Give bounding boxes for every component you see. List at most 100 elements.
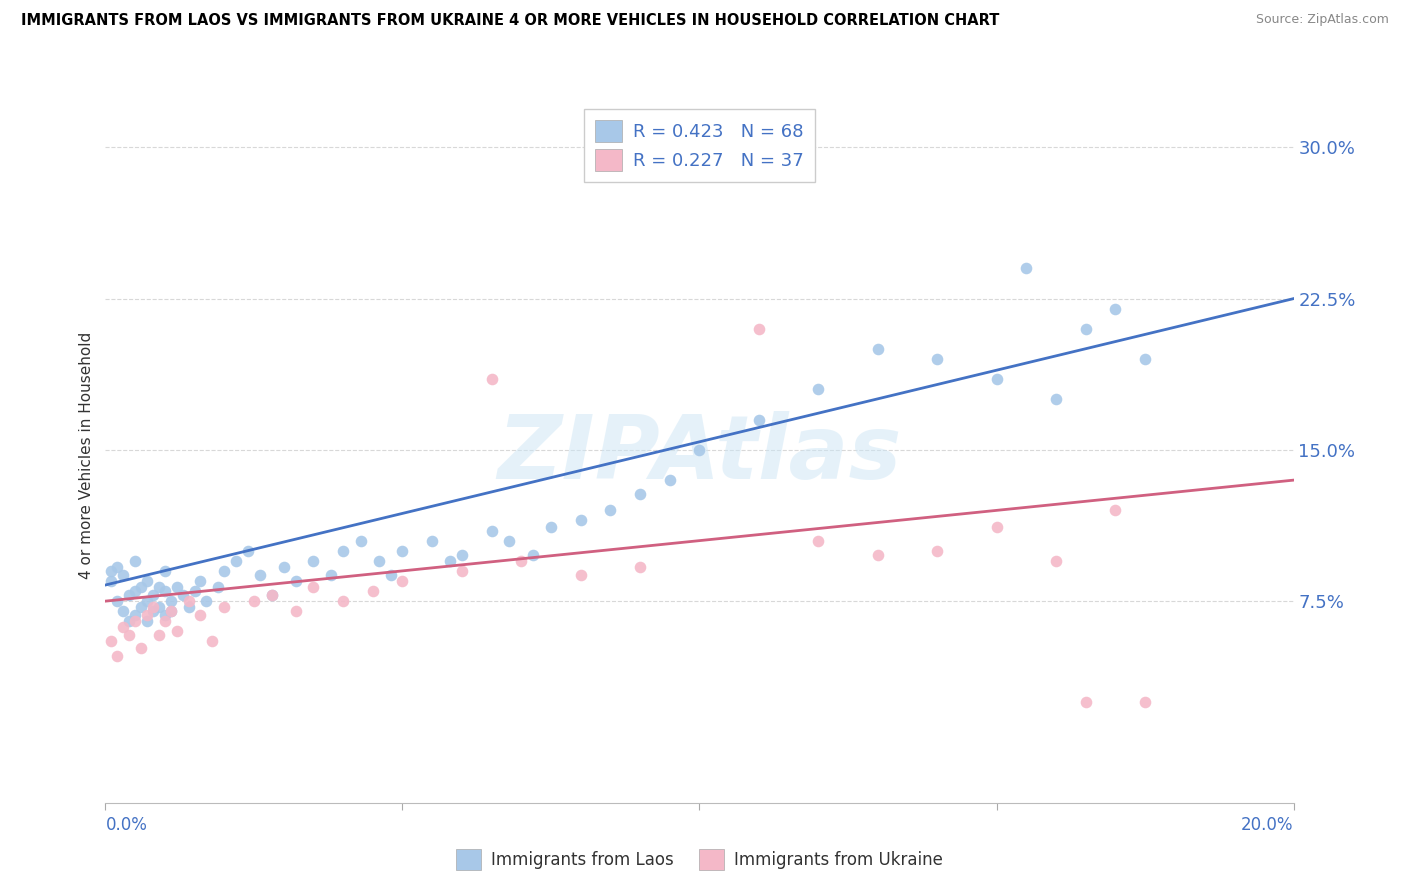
Point: [159, 604, 181, 618]
Point: [177, 594, 200, 608]
Legend: Immigrants from Laos, Immigrants from Ukraine: Immigrants from Laos, Immigrants from Uk…: [449, 841, 950, 878]
Point: [986, 519, 1008, 533]
Point: [214, 600, 236, 615]
Point: [243, 594, 266, 608]
Point: [142, 588, 165, 602]
Point: [142, 604, 165, 618]
Point: [689, 442, 711, 457]
Point: [866, 548, 889, 562]
Point: [190, 574, 212, 588]
Point: [129, 640, 152, 655]
Point: [628, 559, 651, 574]
Text: IMMIGRANTS FROM LAOS VS IMMIGRANTS FROM UKRAINE 4 OR MORE VEHICLES IN HOUSEHOLD : IMMIGRANTS FROM LAOS VS IMMIGRANTS FROM …: [21, 13, 1000, 29]
Point: [866, 342, 889, 356]
Point: [124, 608, 146, 623]
Point: [214, 564, 236, 578]
Point: [195, 594, 218, 608]
Point: [807, 533, 830, 548]
Point: [510, 554, 533, 568]
Point: [105, 594, 128, 608]
Point: [260, 588, 283, 602]
Point: [100, 634, 122, 648]
Point: [481, 524, 503, 538]
Point: [569, 513, 592, 527]
Point: [249, 568, 271, 582]
Point: [350, 533, 373, 548]
Point: [207, 580, 229, 594]
Point: [118, 588, 141, 602]
Point: [124, 584, 146, 599]
Point: [260, 588, 283, 602]
Point: [159, 604, 181, 618]
Text: 0.0%: 0.0%: [105, 816, 148, 834]
Point: [986, 372, 1008, 386]
Point: [142, 600, 165, 615]
Point: [599, 503, 621, 517]
Point: [129, 580, 152, 594]
Point: [172, 588, 194, 602]
Point: [302, 580, 325, 594]
Point: [522, 548, 544, 562]
Point: [225, 554, 247, 568]
Point: [569, 568, 592, 582]
Point: [498, 533, 520, 548]
Point: [1015, 261, 1038, 276]
Point: [321, 568, 343, 582]
Point: [332, 594, 354, 608]
Point: [136, 615, 159, 629]
Point: [100, 574, 122, 588]
Point: [112, 604, 135, 618]
Point: [1133, 352, 1156, 367]
Point: [450, 564, 472, 578]
Point: [112, 568, 135, 582]
Point: [450, 548, 472, 562]
Point: [391, 574, 413, 588]
Point: [481, 372, 503, 386]
Point: [628, 487, 651, 501]
Point: [658, 473, 681, 487]
Point: [1133, 695, 1156, 709]
Point: [159, 594, 181, 608]
Point: [190, 608, 212, 623]
Point: [136, 574, 159, 588]
Point: [166, 624, 188, 639]
Point: [124, 554, 146, 568]
Y-axis label: 4 or more Vehicles in Household: 4 or more Vehicles in Household: [79, 331, 94, 579]
Point: [105, 559, 128, 574]
Point: [1104, 301, 1126, 316]
Point: [367, 554, 389, 568]
Point: [148, 600, 170, 615]
Point: [148, 628, 170, 642]
Point: [129, 600, 152, 615]
Point: [302, 554, 325, 568]
Point: [112, 620, 135, 634]
Point: [807, 383, 830, 397]
Point: [118, 615, 141, 629]
Point: [439, 554, 461, 568]
Point: [118, 628, 141, 642]
Point: [284, 574, 307, 588]
Point: [380, 568, 402, 582]
Point: [153, 608, 176, 623]
Point: [153, 615, 176, 629]
Point: [927, 543, 949, 558]
Point: [136, 608, 159, 623]
Point: [177, 600, 200, 615]
Point: [391, 543, 413, 558]
Point: [153, 584, 176, 599]
Point: [136, 594, 159, 608]
Text: 20.0%: 20.0%: [1241, 816, 1294, 834]
Point: [236, 543, 259, 558]
Point: [284, 604, 307, 618]
Point: [124, 615, 146, 629]
Point: [927, 352, 949, 367]
Point: [1045, 392, 1067, 407]
Text: Source: ZipAtlas.com: Source: ZipAtlas.com: [1256, 13, 1389, 27]
Point: [148, 580, 170, 594]
Point: [201, 634, 224, 648]
Point: [1045, 554, 1067, 568]
Point: [100, 564, 122, 578]
Point: [273, 559, 295, 574]
Text: ZIPAtlas: ZIPAtlas: [498, 411, 901, 499]
Point: [1074, 322, 1097, 336]
